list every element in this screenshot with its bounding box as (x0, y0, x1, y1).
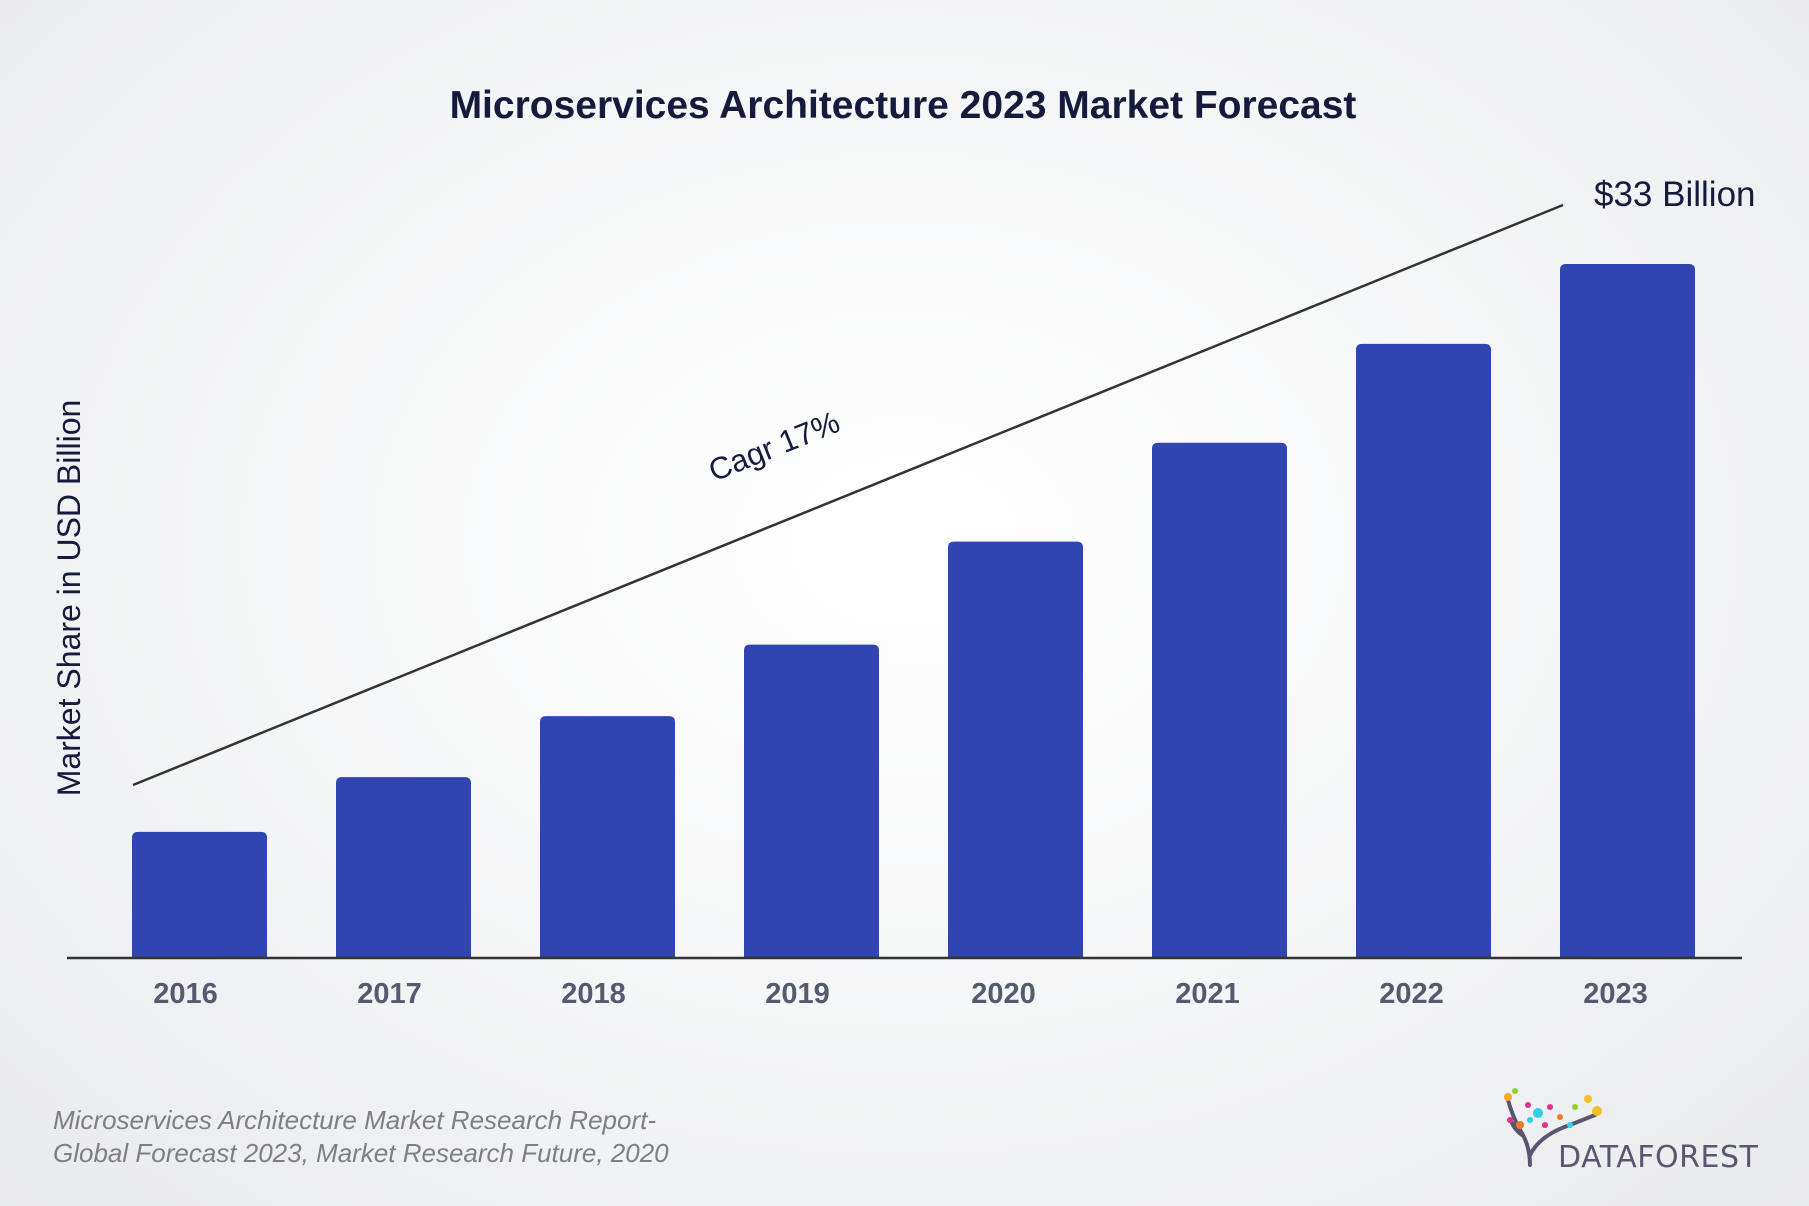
y-axis-label: Market Share in USD Billion (51, 400, 87, 797)
bar-2020 (948, 541, 1083, 958)
x-tick-label: 2023 (1583, 978, 1648, 1010)
cagr-trend-line (132, 203, 1564, 787)
source-line-2: Global Forecast 2023, Market Research Fu… (53, 1138, 669, 1168)
x-tick-label: 2021 (1175, 978, 1240, 1010)
bar-2016 (132, 831, 267, 958)
bar-2022 (1356, 343, 1491, 958)
x-tick-label: 2019 (765, 978, 830, 1010)
source-note: Microservices Architecture Market Resear… (53, 1104, 669, 1170)
logo-text: DATAFOREST (1558, 1140, 1758, 1175)
bar-2019 (744, 644, 879, 958)
bar-2017 (336, 777, 471, 958)
x-tick-label: 2016 (153, 978, 218, 1010)
x-tick-label: 2018 (561, 978, 626, 1010)
x-tick-label: 2020 (971, 978, 1036, 1010)
bar-2018 (540, 716, 675, 958)
source-line-1: Microservices Architecture Market Resear… (53, 1105, 656, 1135)
x-tick-label: 2017 (357, 978, 422, 1010)
x-tick-label: 2022 (1379, 978, 1444, 1010)
chart-title: Microservices Architecture 2023 Market F… (450, 84, 1357, 127)
dataforest-logo: DATAFOREST (1504, 1088, 1758, 1175)
tree-icon (1504, 1088, 1602, 1167)
bar-2021 (1152, 442, 1287, 958)
bar-2023 (1560, 264, 1695, 958)
end-value-label: $33 Billion (1594, 175, 1756, 214)
cagr-label: Cagr 17% (704, 404, 845, 488)
